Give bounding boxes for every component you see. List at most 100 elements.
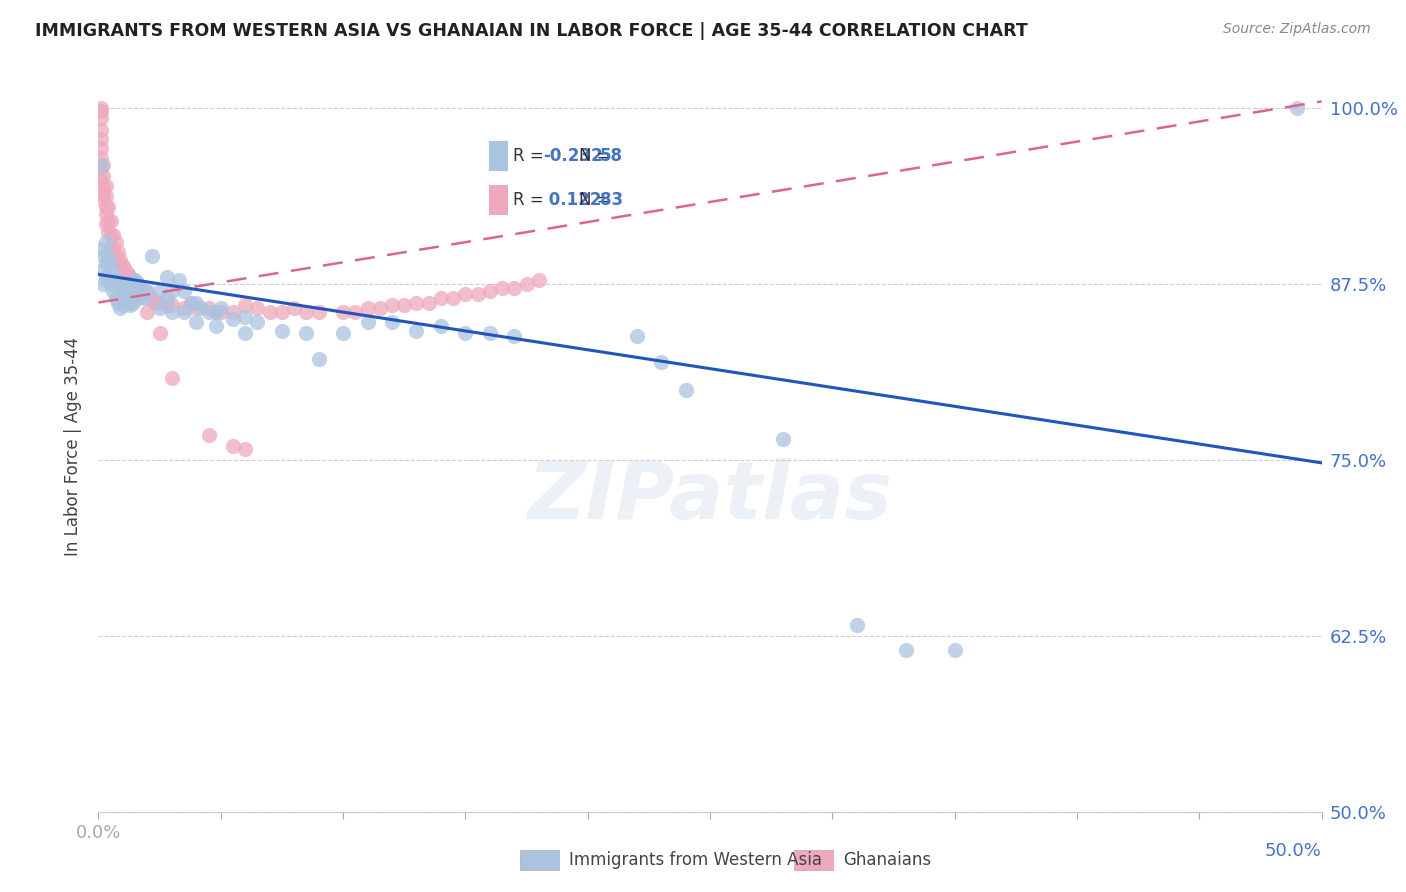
Point — [503, 281, 526, 295]
Point — [197, 301, 219, 315]
Point — [454, 287, 477, 301]
Point — [186, 315, 208, 329]
Point — [156, 270, 179, 285]
Point — [94, 200, 117, 214]
Point — [167, 273, 190, 287]
Point — [91, 178, 114, 193]
Point — [100, 214, 122, 228]
Point — [111, 259, 134, 273]
Point — [233, 442, 256, 456]
Bar — [520, 850, 560, 870]
Point — [332, 326, 354, 341]
Point — [90, 112, 112, 126]
Text: 58: 58 — [600, 147, 623, 165]
Point — [94, 270, 117, 285]
Point — [90, 141, 112, 155]
Point — [129, 281, 152, 295]
Point — [127, 291, 149, 305]
Point — [405, 324, 427, 338]
Point — [205, 319, 228, 334]
Point — [97, 249, 120, 263]
Point — [104, 291, 127, 305]
Point — [356, 315, 378, 329]
Point — [121, 273, 143, 287]
Point — [91, 263, 114, 277]
Point — [117, 281, 139, 295]
Point — [467, 287, 489, 301]
Point — [156, 291, 179, 305]
Point — [97, 225, 120, 239]
Point — [100, 227, 122, 242]
Point — [270, 324, 294, 338]
Point — [114, 291, 136, 305]
Point — [110, 281, 132, 295]
Point — [156, 298, 179, 312]
Point — [94, 256, 117, 270]
Point — [430, 319, 453, 334]
Point — [160, 371, 183, 385]
Point — [1286, 102, 1309, 116]
Point — [107, 256, 129, 270]
Text: 50.0%: 50.0% — [1265, 842, 1322, 860]
Point — [418, 295, 440, 310]
Point — [149, 295, 172, 310]
Point — [186, 295, 208, 310]
Point — [124, 287, 146, 301]
Point — [209, 301, 232, 315]
Bar — [794, 850, 834, 870]
Point — [100, 277, 122, 292]
Point — [190, 301, 212, 315]
Point — [308, 351, 330, 366]
Point — [90, 171, 112, 186]
Point — [454, 326, 477, 341]
Point — [149, 285, 172, 299]
Point — [136, 287, 159, 301]
Point — [114, 277, 136, 292]
Bar — [489, 185, 508, 215]
Text: N =: N = — [579, 191, 610, 209]
Point — [107, 277, 129, 292]
Point — [503, 329, 526, 343]
Point — [90, 132, 112, 146]
Point — [943, 643, 966, 657]
Point — [90, 242, 112, 256]
Point — [110, 253, 132, 268]
Point — [233, 326, 256, 341]
Point — [295, 326, 318, 341]
Point — [104, 249, 127, 263]
Text: Immigrants from Western Asia: Immigrants from Western Asia — [569, 851, 823, 869]
Point — [107, 295, 129, 310]
Point — [121, 295, 143, 310]
Text: N =: N = — [579, 147, 610, 165]
Point — [356, 301, 378, 315]
Point — [209, 305, 232, 319]
Point — [141, 291, 163, 305]
Point — [246, 301, 269, 315]
Text: Source: ZipAtlas.com: Source: ZipAtlas.com — [1223, 22, 1371, 37]
Point — [124, 273, 146, 287]
Point — [120, 298, 142, 312]
Point — [478, 285, 501, 299]
Point — [283, 301, 305, 315]
Point — [131, 287, 153, 301]
Point — [91, 277, 114, 292]
Point — [134, 285, 156, 299]
Point — [107, 244, 129, 259]
Point — [845, 617, 868, 632]
Point — [111, 298, 134, 312]
Point — [515, 277, 537, 292]
Point — [772, 432, 794, 446]
Point — [180, 295, 202, 310]
Point — [127, 277, 149, 292]
Point — [441, 291, 464, 305]
Point — [173, 305, 195, 319]
Point — [478, 326, 501, 341]
Point — [139, 291, 162, 305]
Point — [381, 298, 404, 312]
Point — [332, 305, 354, 319]
Point — [222, 439, 245, 453]
Point — [405, 295, 427, 310]
Point — [222, 305, 245, 319]
Point — [120, 270, 142, 285]
Point — [675, 383, 697, 397]
